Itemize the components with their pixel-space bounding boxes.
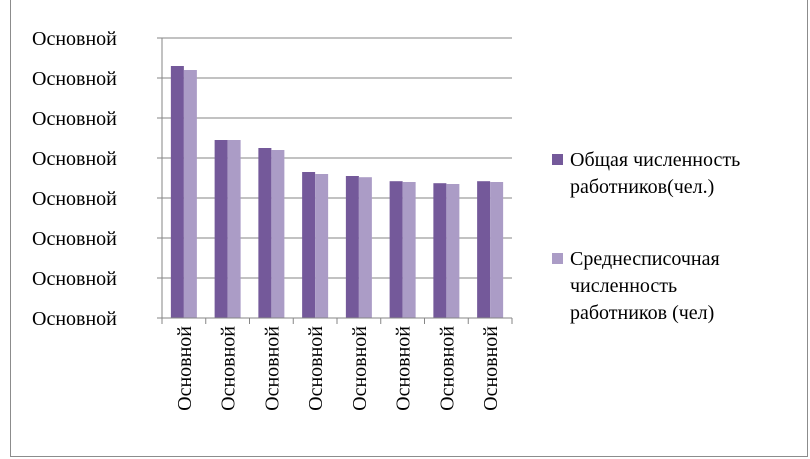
- bar-series-2: [446, 184, 460, 318]
- bar-series-1: [214, 140, 228, 318]
- bar-series-1: [170, 66, 184, 318]
- y-tick-labels: Основной Основной Основной Основной Основной…: [32, 28, 117, 330]
- x-tick-label: Основной: [174, 326, 196, 411]
- axes: [157, 37, 513, 324]
- bar-series-1: [433, 183, 447, 318]
- y-tick-label: Основной: [32, 228, 117, 250]
- x-tick-label: Основной: [436, 326, 458, 411]
- bar-series-1: [258, 148, 272, 318]
- y-tick-label: Основной: [32, 108, 117, 130]
- bar-series-2: [490, 182, 504, 318]
- x-tick-label: Основной: [349, 326, 371, 411]
- bars: [170, 66, 504, 318]
- x-tick-label: Основной: [393, 326, 415, 411]
- x-tick-label: Основной: [305, 326, 327, 411]
- y-tick-label: Основной: [32, 68, 117, 90]
- bar-series-2: [271, 150, 285, 318]
- gridlines: [162, 37, 512, 279]
- y-tick-label: Основной: [32, 308, 117, 330]
- bar-series-2: [183, 70, 197, 318]
- bar-series-2: [358, 177, 372, 318]
- x-tick-labels: Основной Основной Основной Основной Основной…: [174, 326, 502, 411]
- legend-swatch-series-2: [552, 253, 563, 264]
- legend-swatch-series-1: [552, 154, 563, 165]
- bar-series-1: [345, 176, 359, 318]
- bar-series-1: [302, 172, 316, 318]
- y-tick-label: Основной: [32, 148, 117, 170]
- x-tick-label: Основной: [480, 326, 502, 411]
- legend-label-series-2: Среднесписочная численность работников (че…: [570, 248, 720, 324]
- y-tick-label: Основной: [32, 188, 117, 210]
- bar-series-1: [389, 181, 403, 318]
- bar-series-2: [315, 174, 329, 318]
- x-tick-label: Основной: [218, 326, 240, 411]
- y-tick-label: Основной: [32, 268, 117, 290]
- x-tick-label: Основной: [261, 326, 283, 411]
- bar-series-2: [227, 140, 241, 318]
- bar-series-1: [477, 181, 491, 318]
- legend: Общая численность работников(чел.) Среднес…: [552, 149, 740, 324]
- y-tick-label: Основной: [32, 28, 117, 50]
- bar-series-2: [402, 182, 416, 318]
- legend-label-series-1: Общая численность работников(чел.): [570, 149, 740, 198]
